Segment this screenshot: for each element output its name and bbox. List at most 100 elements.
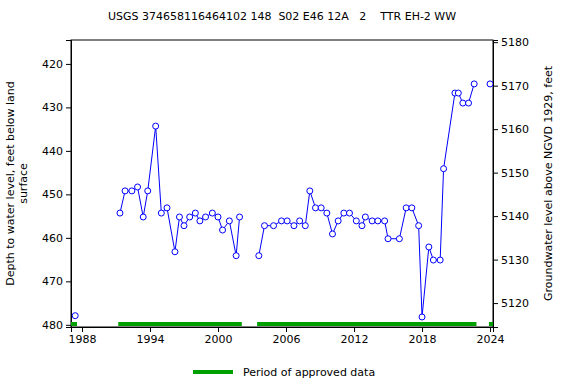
tick-mark [493,129,498,130]
data-point [471,81,477,87]
data-point [426,244,432,250]
tick-label: 2024 [477,333,505,346]
data-point [369,218,375,224]
legend: Period of approved data [193,366,375,379]
tick-mark [66,194,71,195]
data-point [460,100,466,106]
tick-label: 5140 [501,210,529,223]
tick-mark [422,327,423,332]
data-point [135,184,141,190]
tick-label: 1994 [137,333,165,346]
axis-line [72,328,494,333]
tick-label: 5170 [501,80,529,93]
data-point [164,205,170,211]
legend-swatch [193,370,233,374]
tick: 420 [42,58,71,71]
tick-label: 1988 [68,333,96,346]
plot-area [71,81,493,326]
approved-period [489,322,493,326]
data-point [346,210,352,216]
data-point [220,227,226,233]
tick-label: 2018 [409,333,437,346]
tick: 2000 [205,327,233,346]
tick-label: 440 [42,145,63,158]
tick-mark [82,327,83,332]
approved-period [118,322,242,326]
tick: 5140 [493,210,529,223]
data-point [382,218,388,224]
tick-label: 2012 [341,333,369,346]
tick-label: 5150 [501,167,529,180]
data-point [209,210,215,216]
data-point [419,314,425,320]
tick: 480 [42,319,71,332]
tick: 440 [42,145,71,158]
data-point [271,223,277,229]
data-point [278,218,284,224]
tick: 450 [42,188,71,201]
tick-label: 5180 [501,36,529,49]
data-point [455,90,461,96]
tick-mark [66,107,71,108]
tick-mark [286,327,287,332]
data-point [430,257,436,263]
tick-label: 460 [42,232,63,245]
tick: 2006 [273,327,301,346]
data-point [140,214,146,220]
axis-yticks: 420430440450460470480 [42,41,72,332]
data-point [302,223,308,229]
data-point [291,223,297,229]
data-point [416,223,422,229]
data-point [324,210,330,216]
data-point [215,214,221,220]
tick: 5120 [493,297,529,310]
data-point [197,218,203,224]
data-point [396,236,402,242]
tick: 5130 [493,254,529,267]
data-point [129,188,135,194]
tick-mark [218,327,219,332]
data-point [172,249,178,255]
tick: 5150 [493,167,529,180]
tick-mark [493,42,498,43]
tick-mark [493,86,498,87]
data-point [409,205,415,211]
tick-mark [66,281,71,282]
legend-label: Period of approved data [243,366,375,379]
data-point [297,218,303,224]
tick-label: 5130 [501,254,529,267]
data-point [117,210,123,216]
tick-mark [354,327,355,332]
y-axis-title-line: Depth to water level, feet below land [4,81,17,286]
tick: 460 [42,232,71,245]
tick-mark [493,260,498,261]
y-axis-title: Depth to water level, feet below landsur… [4,81,30,286]
data-point [335,218,341,224]
tick-mark [66,238,71,239]
approved-period [257,322,476,326]
tick: 2024 [477,327,505,346]
data-point [312,205,318,211]
data-point [256,253,262,259]
data-point [187,214,193,220]
tick: 5180 [493,36,529,49]
data-point [192,210,198,216]
tick: 5170 [493,80,529,93]
tick-label: 2006 [273,333,301,346]
tick-label: 2000 [205,333,233,346]
data-point [145,188,151,194]
title: USGS 374658116464102 148 S02 E46 12A 2 T… [108,10,456,23]
tick-mark [490,327,491,332]
axis-xticks: 1988 1994 2000 2006 2012 2018 2024 [68,327,504,346]
axis-line [494,41,499,328]
tick-label: 450 [42,188,63,201]
data-point [341,210,347,216]
data-point [466,100,472,106]
data-point [72,313,78,319]
data-point [359,223,365,229]
data-point [437,257,443,263]
tick-mark [66,325,71,326]
data-point [122,188,128,194]
data-point [487,81,493,87]
approved-period [71,322,77,326]
